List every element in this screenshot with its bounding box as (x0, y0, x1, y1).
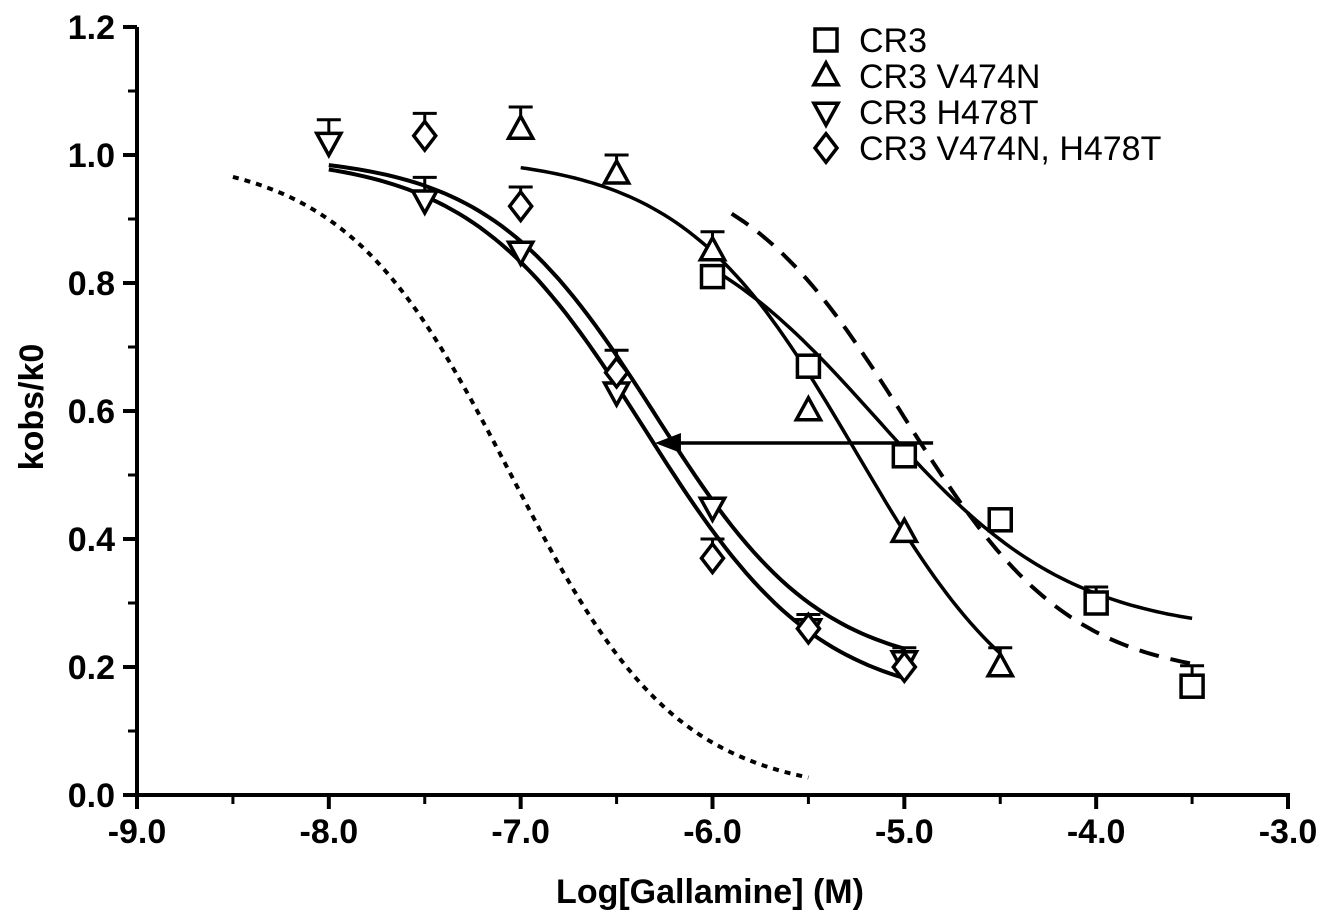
legend-label-2: CR3 V474N (859, 58, 1040, 96)
x-tick-label: -7.0 (491, 813, 550, 851)
legend-marker-1 (813, 27, 839, 53)
y-tick-label: 0.4 (68, 521, 115, 559)
data-point-series-2 (889, 515, 920, 544)
data-points (313, 105, 1205, 699)
data-point-series-2 (505, 112, 536, 140)
y-tick-label: 0.0 (68, 777, 115, 815)
axes: -9.0 -8.0 -7.0 -6.0 -5.0 -4.0 -3.0 0.0 0.2 0.4 0.6… (68, 9, 1318, 851)
legend-label-1: CR3 (859, 22, 927, 60)
x-tick-label: -5.0 (875, 813, 934, 851)
data-point-series-4 (603, 355, 630, 390)
data-point-series-2 (601, 157, 632, 185)
data-point-series-4 (699, 541, 726, 576)
y-tick-label: 1.2 (68, 9, 115, 47)
data-point-series-2 (697, 234, 728, 262)
data-point-series-3 (697, 496, 728, 524)
reference-curve-dashed (730, 212, 1193, 666)
annotations (654, 433, 934, 453)
legend-label-4: CR3 V474N, H478T (859, 130, 1161, 168)
data-point-series-1 (891, 443, 918, 469)
data-point-series-3 (505, 240, 536, 268)
legend-label-3: CR3 H478T (859, 94, 1039, 132)
x-axis-label: Log[Gallamine] (M) (556, 873, 864, 911)
x-tick-label: -4.0 (1067, 813, 1126, 851)
fit-curve-series-1 (711, 267, 1193, 621)
y-tick-label: 1.0 (68, 137, 115, 175)
data-point-series-1 (1179, 673, 1205, 699)
data-point-series-4 (507, 189, 534, 224)
y-tick-label: 0.6 (68, 393, 115, 431)
data-point-series-2 (985, 650, 1016, 678)
data-point-series-3 (313, 131, 344, 160)
legend-marker-4 (812, 130, 840, 166)
data-point-series-1 (1083, 590, 1109, 616)
y-axis-label: kobs/k0 (13, 344, 51, 471)
data-point-series-1 (987, 507, 1013, 533)
x-tick-label: -3.0 (1259, 813, 1318, 851)
data-point-series-1 (699, 263, 726, 290)
fit-curve-series-2 (520, 165, 1002, 655)
x-tick-label: -8.0 (300, 813, 359, 851)
data-point-series-4 (411, 118, 438, 153)
legend-marker-2 (810, 59, 842, 87)
x-tick-label: -6.0 (683, 813, 742, 851)
legend-marker-3 (810, 101, 842, 129)
x-tick-label: -9.0 (108, 813, 167, 851)
data-point-series-2 (793, 394, 824, 422)
data-point-series-4 (795, 611, 822, 646)
y-tick-label: 0.8 (68, 265, 115, 303)
y-tick-label: 0.2 (68, 649, 115, 687)
arrow-head (654, 433, 681, 453)
data-point-series-1 (795, 353, 822, 379)
data-point-series-4 (891, 649, 918, 685)
reference-curve-dotted (232, 174, 809, 780)
data-point-series-3 (409, 189, 440, 217)
fit-curve-series-4 (328, 167, 905, 681)
